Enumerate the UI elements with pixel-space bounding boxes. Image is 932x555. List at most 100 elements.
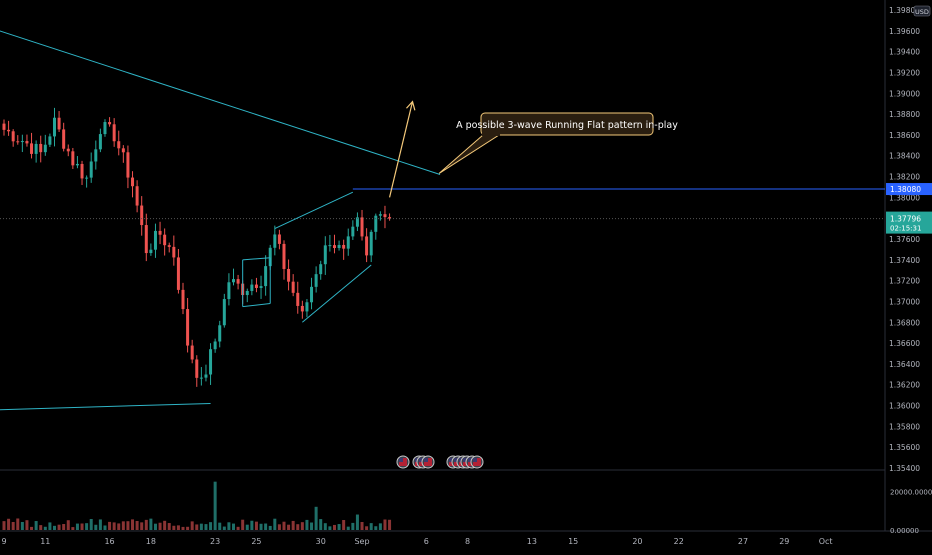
- candle: [158, 230, 162, 235]
- projection-arrow-head: [406, 100, 416, 111]
- candle: [204, 374, 208, 378]
- time-tick-label[interactable]: 11: [40, 537, 50, 546]
- callout-box[interactable]: [480, 112, 654, 136]
- volume-bar: [254, 521, 258, 530]
- volume-bar: [135, 520, 139, 530]
- volume-bar: [323, 523, 327, 530]
- volume-bar: [232, 523, 235, 530]
- trendline[interactable]: [0, 30, 441, 175]
- candle: [153, 230, 157, 250]
- candle: [149, 249, 153, 254]
- volume-bar: [273, 518, 277, 530]
- time-tick-label[interactable]: 20: [632, 537, 642, 546]
- time-tick-label[interactable]: 9: [1, 537, 6, 546]
- current-price-label[interactable]: [886, 211, 932, 234]
- projection-arrow[interactable]: [388, 101, 414, 198]
- trendline[interactable]: [0, 402, 211, 411]
- candle: [186, 309, 190, 346]
- volume-bar: [158, 522, 162, 530]
- price-tick-label: 1.36000: [889, 402, 920, 411]
- candle: [94, 149, 98, 162]
- time-tick-label[interactable]: 30: [316, 537, 326, 546]
- volume-bar: [264, 523, 268, 530]
- time-tick-label[interactable]: 16: [104, 537, 114, 546]
- volume-bar: [121, 521, 125, 530]
- time-tick-label[interactable]: 15: [568, 537, 578, 546]
- volume-bar: [16, 518, 20, 530]
- candle: [121, 148, 125, 153]
- time-tick-label[interactable]: Sep: [354, 537, 369, 546]
- volume-bar: [108, 521, 112, 530]
- candle: [117, 141, 121, 149]
- trendline[interactable]: [242, 257, 271, 261]
- flag-icon-us[interactable]: [470, 455, 484, 469]
- time-tick-label[interactable]: 23: [210, 537, 220, 546]
- currency-label[interactable]: USD: [915, 8, 929, 16]
- candle: [103, 122, 107, 135]
- callout-text[interactable]: A possible 3-wave Running Flat pattern i…: [456, 120, 678, 131]
- volume-bar: [374, 526, 378, 530]
- volume-bar: [319, 519, 323, 530]
- candle: [291, 281, 295, 293]
- candle: [277, 234, 281, 244]
- time-axis[interactable]: 9 11 16 18 23 25 30 Sep 6 8 13 15 20 22 27 29 Oct: [1, 537, 832, 546]
- volume-bar: [85, 523, 89, 530]
- flag-icon-us[interactable]: [421, 455, 435, 469]
- price-tick-label: 1.37000: [889, 297, 920, 306]
- time-tick-label[interactable]: Oct: [819, 537, 833, 546]
- candle: [167, 245, 171, 247]
- time-tick-label[interactable]: 6: [424, 537, 429, 546]
- trendline[interactable]: [302, 264, 372, 323]
- volume-bar: [291, 520, 295, 530]
- volume-bar: [287, 524, 291, 530]
- candle: [355, 217, 359, 227]
- volume-bar: [378, 523, 382, 530]
- volume-bar: [66, 520, 70, 530]
- time-tick-label[interactable]: 13: [527, 537, 537, 546]
- candle: [108, 122, 112, 125]
- candle: [360, 217, 364, 237]
- volume-bar: [2, 521, 6, 530]
- volume-bar: [250, 520, 254, 530]
- currency-badge[interactable]: [913, 5, 931, 17]
- current-price-text: 1.37796: [890, 215, 921, 224]
- time-tick-label[interactable]: 27: [738, 537, 748, 546]
- price-tick-label: 1.37400: [889, 256, 920, 265]
- candle: [16, 141, 20, 143]
- trendline[interactable]: [242, 303, 271, 308]
- grid-layer: [0, 0, 932, 532]
- price-axis[interactable]: 1.35400 1.35600 1.35800 1.36000 1.36200 1.364…: [886, 5, 932, 473]
- drawings-layer[interactable]: A possible 3-wave Running Flat pattern i…: [0, 30, 885, 411]
- candle: [39, 143, 43, 153]
- level-price-label[interactable]: [886, 183, 932, 196]
- time-tick-label[interactable]: 29: [779, 537, 789, 546]
- volume-tick-label: 0.00000: [890, 527, 919, 535]
- candle: [75, 163, 79, 166]
- event-markers[interactable]: [396, 455, 484, 469]
- volume-bar: [34, 521, 38, 530]
- candle: [57, 117, 61, 130]
- volume-bar: [296, 524, 300, 530]
- candle: [374, 215, 378, 232]
- time-tick-label[interactable]: 22: [674, 537, 684, 546]
- volume-bar: [337, 524, 341, 530]
- candle: [85, 177, 89, 179]
- candle: [140, 205, 144, 226]
- candle: [209, 349, 213, 375]
- volume-bar: [71, 527, 75, 530]
- volume-bar: [30, 526, 34, 530]
- time-tick-label[interactable]: 25: [251, 537, 261, 546]
- volume-axis: 20000.00000 0.00000: [890, 488, 932, 535]
- flag-icon-us[interactable]: [396, 455, 410, 469]
- trendline[interactable]: [274, 191, 354, 230]
- price-tick-label: 1.39400: [889, 48, 920, 57]
- volume-bar: [48, 522, 52, 530]
- price-tick-label: 1.38200: [889, 173, 920, 182]
- volume-bar: [213, 481, 217, 530]
- time-tick-label[interactable]: 18: [146, 537, 156, 546]
- volume-bar: [140, 522, 144, 530]
- time-tick-label[interactable]: 8: [465, 537, 470, 546]
- volume-bar: [190, 521, 194, 530]
